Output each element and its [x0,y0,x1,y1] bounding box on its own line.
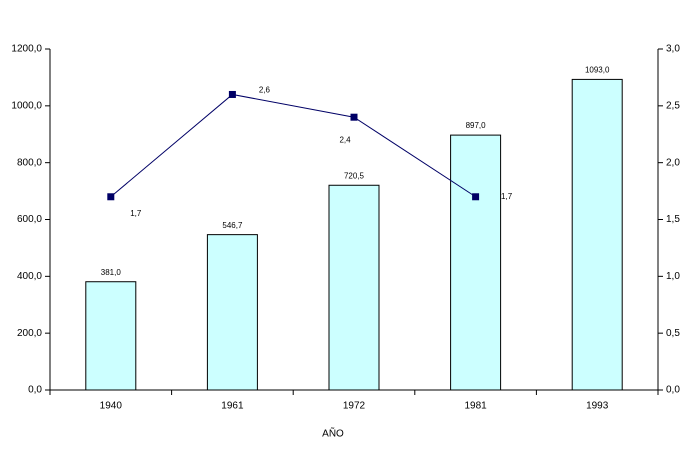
data-label: 720,5 [344,171,365,180]
data-label: 546,7 [222,221,243,230]
line [110,93,476,198]
bar [328,184,380,391]
x-tick-label: 1993 [586,401,609,412]
y-tick-label: 200,0 [17,328,42,339]
x-tick-label: 1961 [221,401,244,412]
bar [571,78,623,391]
data-label: 1093,0 [585,66,610,75]
y-tick-label: 600,0 [17,214,42,225]
bar [206,234,258,391]
y-tick-label: 400,0 [17,271,42,282]
y-tick-label: 0,0 [28,385,42,396]
y2-tick-label: 2,0 [666,157,680,168]
line-marker [472,193,480,201]
bar [450,134,502,391]
y2-tick-label: 3,0 [666,44,680,55]
line-marker [228,90,236,98]
data-label: 2,6 [259,86,271,95]
data-label: 381,0 [101,268,122,277]
x-tick-label: 1940 [100,401,123,412]
y2-tick-label: 1,0 [666,271,680,282]
y-tick-label: 1200,0 [11,44,42,55]
y2-tick-label: 0,5 [666,328,680,339]
x-axis-label: AÑO [322,427,344,440]
y2-tick-label: 1,5 [666,214,680,225]
y2-tick-label: 0,0 [666,385,680,396]
y-tick-label: 1000,0 [11,100,42,111]
y2-tick-label: 2,5 [666,100,680,111]
y-tick-label: 800,0 [17,157,42,168]
data-label: 1,7 [130,209,142,218]
line-marker [350,113,358,121]
x-tick-label: 1981 [464,401,487,412]
x-tick-label: 1972 [343,401,366,412]
bar [85,281,137,391]
data-label: 1,7 [501,192,513,201]
line-marker [107,193,115,201]
data-label: 2,4 [339,135,351,144]
data-label: 897,0 [466,121,487,130]
